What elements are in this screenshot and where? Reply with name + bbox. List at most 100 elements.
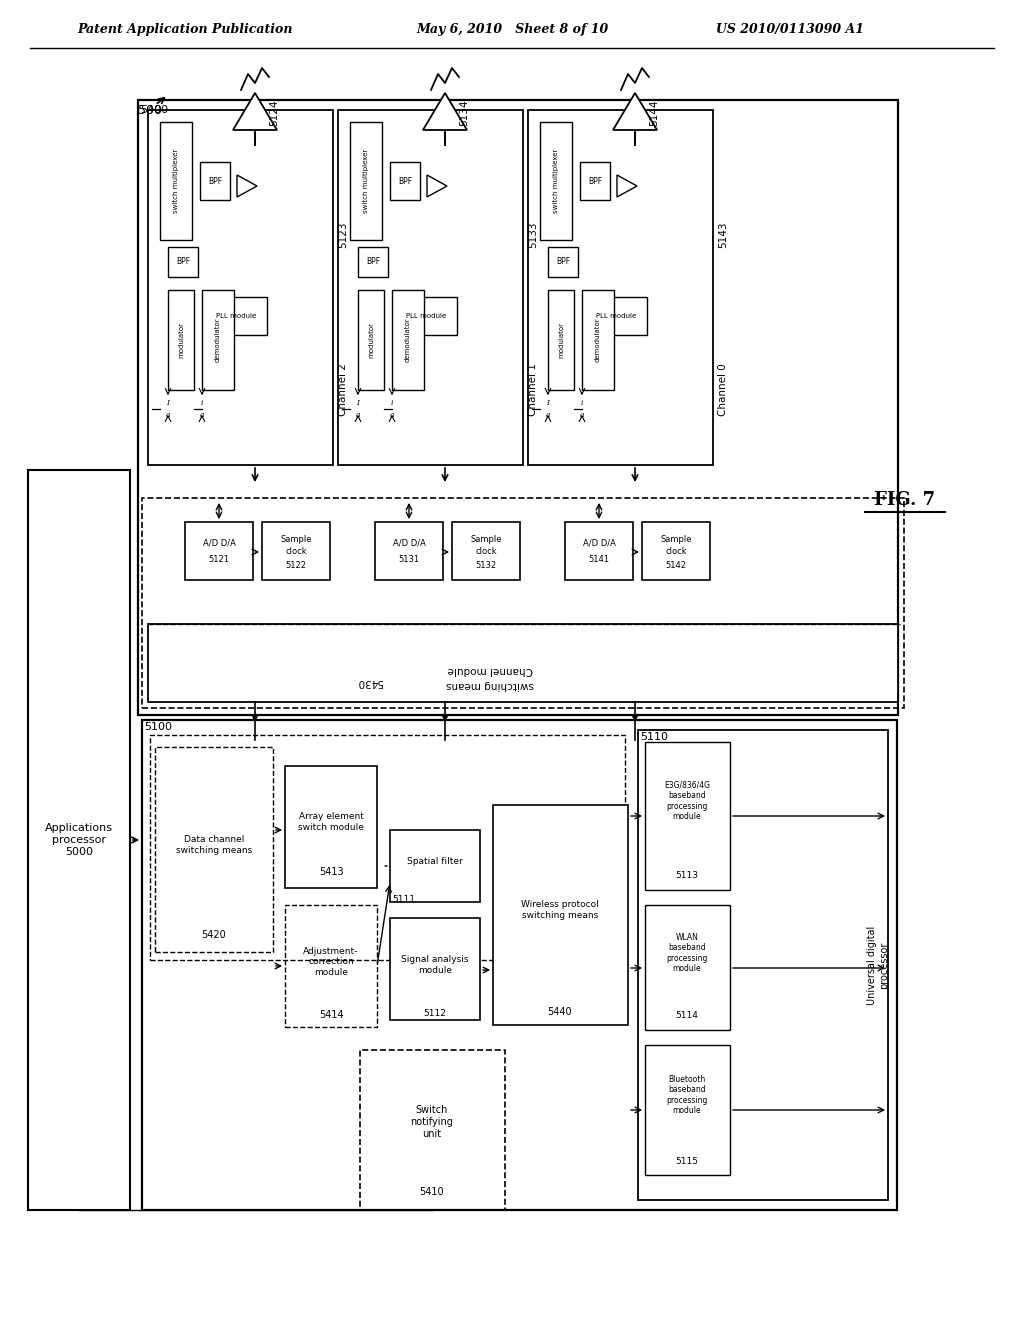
Text: I: I bbox=[167, 399, 170, 407]
Text: clock: clock bbox=[475, 548, 497, 557]
Text: 5410: 5410 bbox=[420, 1187, 444, 1197]
Text: a: a bbox=[355, 411, 360, 418]
Bar bbox=[452, 521, 520, 579]
Text: i: i bbox=[581, 399, 584, 407]
Bar bbox=[160, 121, 193, 240]
Text: 5111: 5111 bbox=[392, 895, 415, 904]
Bar bbox=[493, 805, 628, 1026]
Bar bbox=[28, 470, 130, 1210]
Text: Switch
notifying
unit: Switch notifying unit bbox=[411, 1105, 454, 1139]
Text: PLL module: PLL module bbox=[596, 313, 636, 319]
Text: Data channel
switching means: Data channel switching means bbox=[176, 836, 252, 855]
Bar bbox=[285, 906, 377, 1027]
Text: PLL module: PLL module bbox=[406, 313, 446, 319]
Text: 5124: 5124 bbox=[269, 100, 279, 127]
Text: 500: 500 bbox=[138, 103, 162, 116]
Bar bbox=[390, 830, 480, 902]
Text: 5123: 5123 bbox=[338, 220, 348, 248]
Text: BPF: BPF bbox=[588, 177, 602, 186]
Text: 5121: 5121 bbox=[209, 556, 229, 565]
Bar bbox=[642, 521, 710, 579]
Text: switch multiplexer: switch multiplexer bbox=[553, 149, 559, 213]
Text: Applications
processor
5000: Applications processor 5000 bbox=[45, 824, 113, 857]
Text: 5132: 5132 bbox=[475, 561, 497, 569]
Text: Bluetooth
baseband
processing
module: Bluetooth baseband processing module bbox=[667, 1074, 708, 1115]
Text: BPF: BPF bbox=[398, 177, 412, 186]
Bar bbox=[358, 290, 384, 389]
Text: Channel 2: Channel 2 bbox=[338, 363, 348, 416]
Text: I: I bbox=[356, 399, 359, 407]
Text: 5113: 5113 bbox=[676, 871, 698, 880]
Text: Signal analysis
module: Signal analysis module bbox=[401, 956, 469, 974]
Text: US 2010/0113090 A1: US 2010/0113090 A1 bbox=[716, 24, 864, 37]
Text: Spatial filter: Spatial filter bbox=[408, 858, 463, 866]
Bar bbox=[540, 121, 572, 240]
Text: switch multiplexer: switch multiplexer bbox=[173, 149, 179, 213]
Bar bbox=[205, 297, 267, 335]
Text: 5413: 5413 bbox=[318, 867, 343, 876]
Text: Sample: Sample bbox=[470, 536, 502, 544]
Text: 5414: 5414 bbox=[318, 1010, 343, 1020]
Bar bbox=[168, 290, 194, 389]
Text: 5131: 5131 bbox=[398, 556, 420, 565]
Bar bbox=[360, 1049, 505, 1210]
Text: 5141: 5141 bbox=[589, 556, 609, 565]
Text: modulator: modulator bbox=[178, 322, 184, 358]
Text: 5112: 5112 bbox=[424, 1010, 446, 1019]
Bar bbox=[548, 247, 578, 277]
Text: Wireless protocol
switching means: Wireless protocol switching means bbox=[521, 900, 599, 920]
Text: BPF: BPF bbox=[366, 257, 380, 267]
Text: Patent Application Publication: Patent Application Publication bbox=[77, 24, 293, 37]
Text: modulator: modulator bbox=[558, 322, 564, 358]
Bar bbox=[148, 624, 898, 702]
Bar bbox=[565, 521, 633, 579]
Bar bbox=[262, 521, 330, 579]
Bar bbox=[150, 735, 625, 960]
Bar bbox=[645, 1045, 730, 1175]
Text: 5144: 5144 bbox=[649, 100, 659, 127]
Bar bbox=[645, 906, 730, 1030]
Bar bbox=[580, 162, 610, 201]
Text: 5400: 5400 bbox=[140, 106, 168, 115]
Text: Sample: Sample bbox=[660, 536, 692, 544]
Bar bbox=[142, 498, 904, 708]
Text: PLL module: PLL module bbox=[216, 313, 256, 319]
Text: demodulator: demodulator bbox=[406, 318, 411, 362]
Text: 5110: 5110 bbox=[640, 733, 668, 742]
Bar bbox=[148, 110, 333, 465]
Text: Channel module: Channel module bbox=[447, 665, 532, 675]
Text: i: i bbox=[391, 399, 393, 407]
Text: I: I bbox=[547, 399, 550, 407]
Bar bbox=[638, 730, 888, 1200]
Text: Array element
switch module: Array element switch module bbox=[298, 812, 364, 832]
Bar bbox=[528, 110, 713, 465]
Text: Adjustment-
correction
module: Adjustment- correction module bbox=[303, 948, 358, 977]
Text: clock: clock bbox=[286, 548, 307, 557]
Text: 5133: 5133 bbox=[528, 220, 538, 248]
Bar bbox=[142, 719, 897, 1210]
Text: i: i bbox=[201, 399, 203, 407]
Text: clock: clock bbox=[666, 548, 687, 557]
Bar bbox=[350, 121, 382, 240]
Text: a: a bbox=[390, 411, 394, 418]
Text: demodulator: demodulator bbox=[595, 318, 601, 362]
Text: BPF: BPF bbox=[176, 257, 190, 267]
Text: switch multiplexer: switch multiplexer bbox=[362, 149, 369, 213]
Text: Sample: Sample bbox=[281, 536, 311, 544]
Text: Universal digital
processor: Universal digital processor bbox=[867, 925, 889, 1005]
Bar bbox=[155, 747, 273, 952]
Bar bbox=[200, 162, 230, 201]
Text: A/D D/A: A/D D/A bbox=[203, 539, 236, 548]
Bar bbox=[185, 521, 253, 579]
Text: Channel 1: Channel 1 bbox=[528, 363, 538, 416]
Polygon shape bbox=[613, 92, 657, 129]
Text: A/D D/A: A/D D/A bbox=[392, 539, 425, 548]
Text: E3G/836/4G
baseband
processing
module: E3G/836/4G baseband processing module bbox=[664, 781, 710, 821]
Text: 5420: 5420 bbox=[202, 931, 226, 940]
Text: a: a bbox=[200, 411, 204, 418]
Polygon shape bbox=[233, 92, 278, 129]
Text: demodulator: demodulator bbox=[215, 318, 221, 362]
Text: BPF: BPF bbox=[208, 177, 222, 186]
Bar bbox=[392, 290, 424, 389]
Text: 5114: 5114 bbox=[676, 1011, 698, 1020]
